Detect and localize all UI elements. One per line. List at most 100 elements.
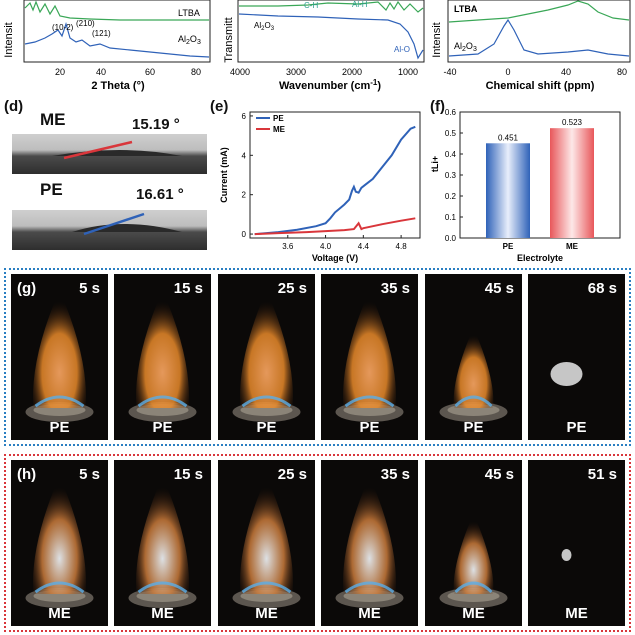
bar-category-label: ME xyxy=(566,242,579,251)
panel_g-letter: (g) xyxy=(17,280,37,297)
panel-e-letter: (e) xyxy=(210,98,229,115)
panel_g-sample-label: PE xyxy=(566,419,587,436)
panel_g-time-label: 25 s xyxy=(277,280,307,297)
flame-svg xyxy=(232,290,301,422)
lsv-xtick-label: 4.4 xyxy=(358,242,370,251)
ftir-ylabel: Transmitt xyxy=(223,17,235,62)
bar-ytick-label: 0.6 xyxy=(445,108,457,117)
ftir-annotation-ch: C-H xyxy=(304,1,318,10)
panel_h-sample-label: ME xyxy=(48,605,71,622)
sample-pe-name: PE xyxy=(40,180,63,199)
ftir-annotation-alo: Al-O xyxy=(394,45,410,54)
bar-plot-frame xyxy=(459,111,621,239)
panel_h-photo-1: (h) 5 s ME xyxy=(11,460,108,626)
panel_h-photo-5: 45 s ME xyxy=(425,460,522,626)
nmr-al2o3-legend: Al2O3 xyxy=(454,41,477,53)
nmr-ltba-legend: LTBA xyxy=(454,4,478,14)
bar-ytick-label: 0.1 xyxy=(445,213,457,222)
nmr-xtick-1: -40 xyxy=(443,67,456,77)
droplet-me-svg xyxy=(52,140,182,160)
ftir-al2o3-legend: Al2O3 xyxy=(254,21,275,32)
panel-d-letter: (d) xyxy=(4,98,24,115)
lsv-ytick-label: 2 xyxy=(242,191,247,200)
bar-value-label: 0.523 xyxy=(562,118,583,127)
droplet-image-me xyxy=(12,134,207,174)
flame-svg xyxy=(128,476,197,608)
nmr-xtick-2: 0 xyxy=(505,67,510,77)
panel_g-photo-5: 45 s PE xyxy=(425,274,522,440)
top-left-xrd-chart: Intensit (10-2) (210) (121) LTBA Al2O3 2… xyxy=(0,0,215,92)
flame-svg xyxy=(232,476,301,608)
extinguished-svg xyxy=(550,362,583,386)
panel_h-photo-6: 51 s ME xyxy=(528,460,625,626)
panel_h-time-label: 15 s xyxy=(173,466,203,483)
droplet-image-pe xyxy=(12,210,207,250)
panel_h-sample-label: ME xyxy=(565,605,588,622)
bar-category-label: PE xyxy=(503,242,514,251)
panel_g-sample-label: PE xyxy=(152,419,173,436)
nmr-xtick-4: 80 xyxy=(617,67,627,77)
lsv-plot-frame xyxy=(249,111,421,239)
panel_h-sample-label: ME xyxy=(255,605,278,622)
lsv-ytick-label: 0 xyxy=(242,230,247,239)
ftir-xtick-4: 1000 xyxy=(398,67,418,77)
ftir-xtick-1: 4000 xyxy=(230,67,250,77)
ftir-annotation-alh: Al-H xyxy=(352,0,368,9)
panel_g-time-label: 5 s xyxy=(79,280,100,297)
xrd-xtick-3: 60 xyxy=(145,67,155,77)
xrd-xtick-1: 20 xyxy=(55,67,65,77)
panel_g-photo-4: 35 s PE xyxy=(321,274,418,440)
flame-svg xyxy=(25,290,94,422)
panel_g-time-label: 15 s xyxy=(173,280,203,297)
xrd-al2o3-legend: Al2O3 xyxy=(178,34,201,46)
lsv-xlabel: Voltage (V) xyxy=(312,253,358,263)
xrd-peak-label-3: (121) xyxy=(92,29,111,38)
xrd-al2o3-line xyxy=(24,21,210,58)
panel_h-time-label: 25 s xyxy=(277,466,307,483)
sample-me-name: ME xyxy=(40,110,66,129)
ftir-xlabel: Wavenumber (cm-1) xyxy=(279,78,381,92)
xrd-ltba-line xyxy=(24,0,209,21)
tangent-line-pe xyxy=(83,212,145,236)
bar-ytick-label: 0.4 xyxy=(445,150,457,159)
nmr-svg: Intensit LTBA Al2O3 -40 0 40 80 Chemical… xyxy=(431,0,631,92)
panel_h-time-label: 5 s xyxy=(79,466,100,483)
xrd-ylabel: Intensit xyxy=(3,22,15,57)
flame-svg xyxy=(128,290,197,422)
sample-pe-angle: 16.61 ° xyxy=(136,186,184,203)
xrd-peak-label-2: (210) xyxy=(76,19,95,28)
extinguished-svg xyxy=(561,549,572,561)
panel_h-sample-label: ME xyxy=(151,605,174,622)
panel_h-letter: (h) xyxy=(17,466,37,483)
panel_g-photo-1: (g) 5 s PE xyxy=(11,274,108,440)
panel-f-letter: (f) xyxy=(430,98,445,115)
bar-ytick-label: 0.5 xyxy=(445,129,457,138)
lsv-legend: PE ME xyxy=(256,114,286,134)
lsv-xtick-label: 3.6 xyxy=(282,242,294,251)
panel-g-frame xyxy=(4,268,631,446)
lsv-chart: 0 2 4 6 3.6 4.0 4.4 4.8 PE ME Current (mA) Vol… xyxy=(218,104,428,264)
lsv-series-me xyxy=(254,217,416,236)
nmr-ylabel: Intensit xyxy=(431,22,443,57)
nmr-al2o3-line xyxy=(448,18,630,57)
nmr-xlabel: Chemical shift (ppm) xyxy=(486,80,595,92)
tli-bar-chart: 0.0 0.1 0.2 0.3 0.4 0.5 0.6 0.451 PE 0.523 ME tLi… xyxy=(430,104,635,264)
panel_h-photo-3: 25 s ME xyxy=(218,460,315,626)
droplet-pe-svg xyxy=(72,212,182,236)
top-middle-ftir-chart: Transmitt Al2O3 C-H Al-H Al-O 4000 3000 … xyxy=(218,0,428,92)
panel_h-photo-4: 35 s ME xyxy=(321,460,418,626)
nmr-xtick-3: 40 xyxy=(561,67,571,77)
flame-svg xyxy=(439,513,508,608)
top-right-nmr-chart: Intensit LTBA Al2O3 -40 0 40 80 Chemical… xyxy=(428,0,635,92)
lsv-ylabel: Current (mA) xyxy=(219,147,229,203)
ftir-xtick-2: 3000 xyxy=(286,67,306,77)
panel_h-photo-2: 15 s ME xyxy=(114,460,211,626)
xrd-ltba-legend: LTBA xyxy=(178,8,200,18)
panel_g-time-label: 68 s xyxy=(587,280,617,297)
bar-ylabel: tLi+ xyxy=(430,156,440,172)
lsv-series-pe xyxy=(254,125,416,236)
panel_h-time-label: 35 s xyxy=(380,466,410,483)
panel_g-photo-2: 15 s PE xyxy=(114,274,211,440)
lsv-xtick-label: 4.0 xyxy=(320,242,332,251)
xrd-xlabel: 2 Theta (°) xyxy=(91,80,145,92)
